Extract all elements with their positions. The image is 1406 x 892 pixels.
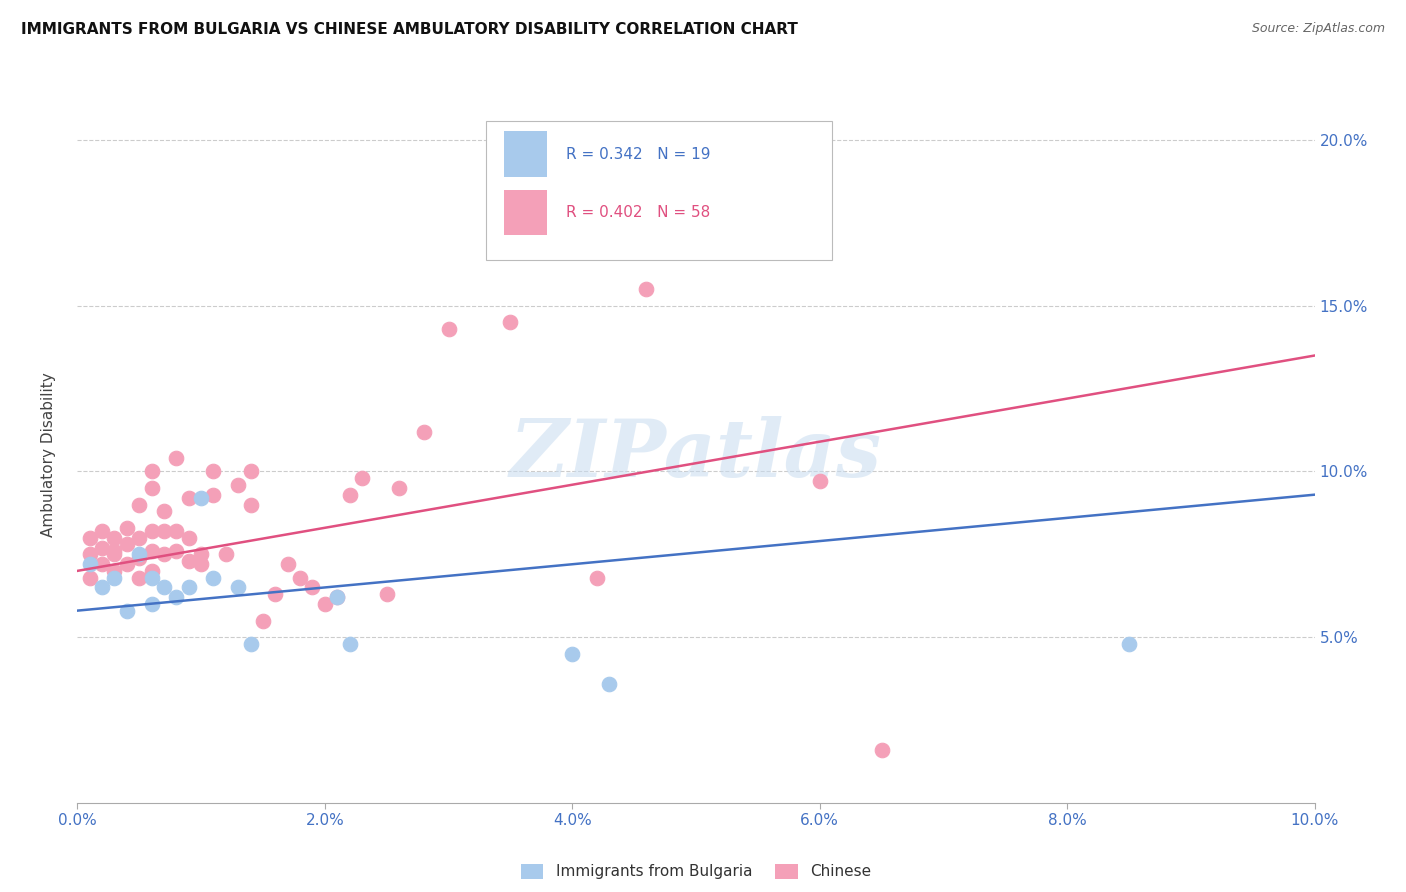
Point bbox=[141, 524, 163, 538]
Point bbox=[115, 521, 138, 535]
Point bbox=[141, 481, 163, 495]
Point bbox=[561, 647, 583, 661]
Point bbox=[177, 554, 200, 568]
Point bbox=[239, 465, 262, 479]
Point bbox=[598, 676, 620, 690]
Point bbox=[141, 465, 163, 479]
Point bbox=[103, 547, 125, 561]
Point bbox=[141, 564, 163, 578]
Point bbox=[202, 488, 225, 502]
Point bbox=[239, 637, 262, 651]
Point bbox=[226, 581, 249, 595]
Point bbox=[153, 504, 176, 518]
Text: IMMIGRANTS FROM BULGARIA VS CHINESE AMBULATORY DISABILITY CORRELATION CHART: IMMIGRANTS FROM BULGARIA VS CHINESE AMBU… bbox=[21, 22, 799, 37]
Point bbox=[141, 570, 163, 584]
Point bbox=[339, 637, 361, 651]
Text: R = 0.342   N = 19: R = 0.342 N = 19 bbox=[567, 146, 710, 161]
Point bbox=[350, 471, 373, 485]
Point bbox=[277, 558, 299, 572]
Point bbox=[586, 570, 609, 584]
Legend: Immigrants from Bulgaria, Chinese: Immigrants from Bulgaria, Chinese bbox=[515, 858, 877, 886]
Point bbox=[79, 531, 101, 545]
Text: R = 0.402   N = 58: R = 0.402 N = 58 bbox=[567, 205, 710, 220]
Text: Source: ZipAtlas.com: Source: ZipAtlas.com bbox=[1251, 22, 1385, 36]
Point bbox=[177, 531, 200, 545]
Point bbox=[202, 570, 225, 584]
Point bbox=[165, 524, 187, 538]
Point bbox=[264, 587, 287, 601]
Point bbox=[79, 570, 101, 584]
Point bbox=[202, 465, 225, 479]
Point bbox=[79, 558, 101, 572]
FancyBboxPatch shape bbox=[505, 131, 547, 177]
Point bbox=[165, 591, 187, 605]
Point bbox=[808, 475, 831, 489]
Point bbox=[91, 541, 114, 555]
Point bbox=[326, 591, 349, 605]
Point bbox=[252, 614, 274, 628]
Point bbox=[128, 547, 150, 561]
Point bbox=[91, 524, 114, 538]
Point bbox=[165, 451, 187, 466]
Point bbox=[190, 491, 212, 505]
Point bbox=[239, 498, 262, 512]
Point bbox=[561, 226, 583, 240]
Point bbox=[177, 491, 200, 505]
Point bbox=[870, 743, 893, 757]
Text: ZIPatlas: ZIPatlas bbox=[510, 417, 882, 493]
Point bbox=[79, 547, 101, 561]
Point bbox=[215, 547, 238, 561]
Point bbox=[141, 544, 163, 558]
Point bbox=[339, 488, 361, 502]
Point bbox=[636, 282, 658, 296]
Point bbox=[165, 544, 187, 558]
Point bbox=[153, 581, 176, 595]
FancyBboxPatch shape bbox=[485, 121, 832, 260]
Point bbox=[177, 581, 200, 595]
Point bbox=[103, 564, 125, 578]
Point bbox=[326, 591, 349, 605]
Point bbox=[103, 570, 125, 584]
Point bbox=[375, 587, 398, 601]
Point bbox=[128, 570, 150, 584]
Point bbox=[388, 481, 411, 495]
Point bbox=[190, 547, 212, 561]
Point bbox=[499, 315, 522, 329]
Point bbox=[226, 477, 249, 491]
Point bbox=[141, 597, 163, 611]
FancyBboxPatch shape bbox=[505, 190, 547, 235]
Point bbox=[288, 570, 311, 584]
Point bbox=[437, 322, 460, 336]
Point bbox=[128, 550, 150, 565]
Point bbox=[314, 597, 336, 611]
Point bbox=[115, 604, 138, 618]
Point bbox=[153, 547, 176, 561]
Point bbox=[115, 558, 138, 572]
Point bbox=[91, 581, 114, 595]
Point bbox=[103, 544, 125, 558]
Point bbox=[153, 524, 176, 538]
Point bbox=[91, 558, 114, 572]
Point bbox=[115, 537, 138, 551]
Point bbox=[412, 425, 434, 439]
Point bbox=[103, 531, 125, 545]
Point bbox=[128, 498, 150, 512]
Point bbox=[1118, 637, 1140, 651]
Point bbox=[301, 581, 323, 595]
Point bbox=[128, 531, 150, 545]
Y-axis label: Ambulatory Disability: Ambulatory Disability bbox=[42, 373, 56, 537]
Point bbox=[190, 558, 212, 572]
